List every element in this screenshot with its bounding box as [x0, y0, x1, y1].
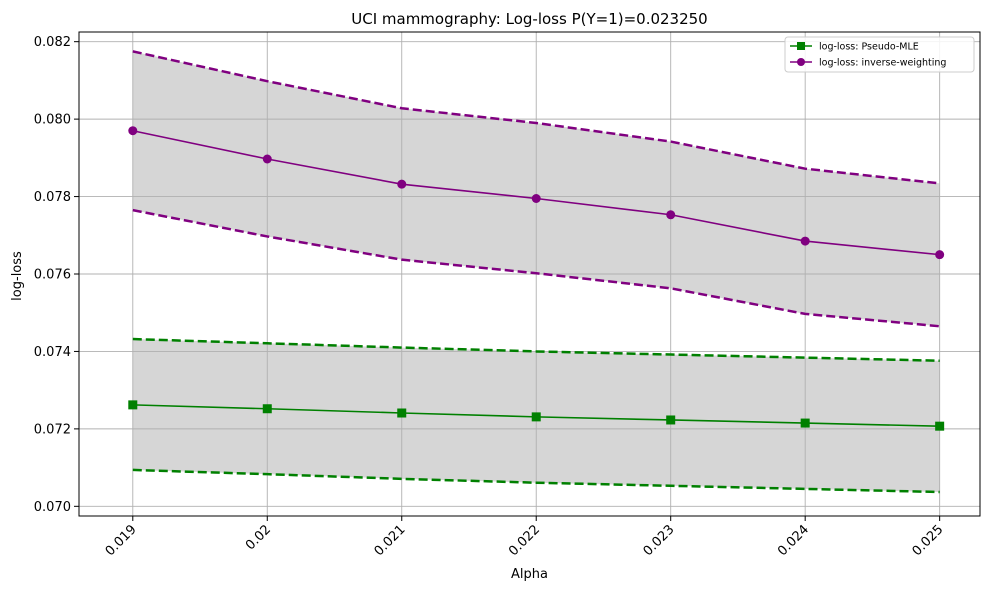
legend: log-loss: Pseudo-MLE log-loss: inverse-we…: [784, 36, 975, 73]
series-inverse-weighting-point: [800, 236, 810, 246]
series-pseudo-mle-upper-bound: [132, 337, 940, 362]
series-inverse-weighting-point: [128, 126, 138, 136]
legend-label-inverse-weighting: log-loss: inverse-weighting: [819, 58, 946, 69]
series-pseudo-mle-point: [666, 415, 676, 425]
x-tick-label: 0.025: [910, 522, 947, 559]
x-tick-label: 0.022: [506, 522, 543, 559]
series-pseudo-mle-lower-bound: [132, 468, 940, 494]
series-inverse-weighting-point: [397, 179, 407, 189]
series-pseudo-mle-point: [531, 412, 541, 422]
chart-title: UCI mammography: Log-loss P(Y=1)=0.02325…: [351, 10, 707, 28]
legend-box: [784, 36, 975, 73]
series-pseudo-mle-point: [935, 421, 945, 431]
series-inverse-weighting-upper-bound: [132, 50, 940, 185]
y-tick-label: 0.076: [34, 268, 71, 283]
y-tick-label: 0.082: [34, 35, 71, 50]
y-tick-label: 0.074: [34, 345, 71, 360]
x-tick-label: 0.019: [103, 522, 140, 559]
series-inverse-weighting-point: [531, 193, 541, 203]
legend-label-pseudo-mle: log-loss: Pseudo-MLE: [819, 42, 919, 53]
legend-marker-inverse-weighting: [797, 58, 805, 66]
x-tick-label: 0.02: [243, 522, 274, 553]
y-tick-label: 0.070: [34, 500, 71, 515]
series-pseudo-mle-point: [397, 408, 407, 418]
series-pseudo-mle-point: [800, 418, 810, 428]
series-inverse-weighting-lower-bound: [132, 208, 940, 328]
y-axis-label: log-loss: [10, 251, 25, 301]
y-tick-label: 0.080: [34, 113, 71, 128]
y-tick-label: 0.078: [34, 190, 71, 205]
legend-marker-pseudo-mle: [797, 42, 805, 50]
x-tick-label: 0.024: [775, 522, 812, 559]
plot-area: 0.019 0.02 0.021 0.022 0.023 0.024 0.025 0.070 0…: [34, 31, 981, 559]
series-inverse-weighting-point: [262, 154, 272, 164]
y-tick-label: 0.072: [34, 422, 71, 437]
x-tick-label: 0.021: [372, 522, 409, 559]
series-pseudo-mle-point: [262, 404, 272, 414]
x-tick-label: 0.023: [641, 522, 678, 559]
series-inverse-weighting-point: [666, 210, 676, 220]
series-inverse-weighting-point: [935, 250, 945, 260]
x-axis-label: Alpha: [511, 567, 548, 582]
series-pseudo-mle-point: [128, 400, 138, 410]
